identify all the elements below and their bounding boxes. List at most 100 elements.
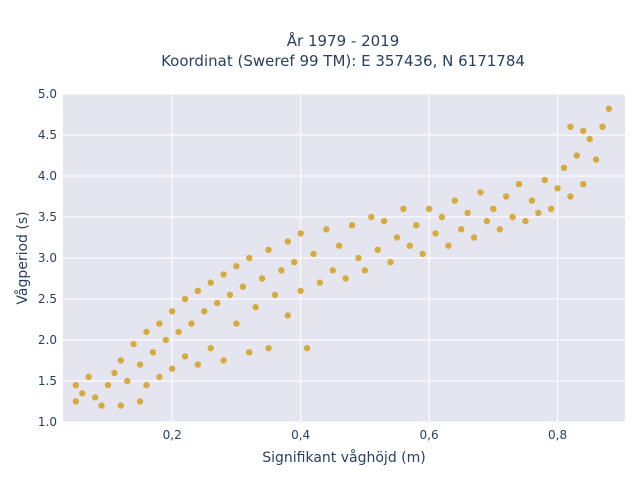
- scatter-point: [220, 357, 227, 364]
- scatter-point: [233, 320, 240, 327]
- scatter-point: [233, 263, 240, 270]
- scatter-point: [477, 189, 484, 196]
- scatter-point: [348, 222, 356, 229]
- scatter-point: [380, 217, 388, 225]
- scatter-point: [393, 234, 401, 241]
- scatter-point: [258, 275, 266, 282]
- scatter-point: [458, 226, 465, 233]
- y-tick-label: 1.0: [38, 415, 57, 429]
- scatter-point: [284, 238, 291, 245]
- scatter-point: [355, 254, 362, 262]
- scatter-point: [361, 267, 369, 274]
- scatter-point: [168, 365, 176, 372]
- scatter-point: [271, 291, 279, 299]
- scatter-point: [374, 246, 381, 253]
- scatter-point: [464, 209, 471, 217]
- scatter-point: [502, 193, 510, 200]
- scatter-point: [162, 336, 169, 344]
- scatter-point: [329, 267, 336, 274]
- scatter-point: [342, 275, 349, 282]
- scatter-point: [451, 197, 458, 204]
- scatter-point: [297, 230, 304, 237]
- scatter-point: [419, 250, 426, 258]
- scatter-point: [496, 226, 503, 233]
- scatter-point: [252, 304, 259, 311]
- scatter-point: [246, 349, 253, 356]
- scatter-point: [310, 250, 317, 258]
- y-axis-label: Vågperiod (s): [14, 211, 31, 304]
- x-axis-label: Signifikant våghöjd (m): [262, 449, 425, 466]
- scatter-point: [181, 295, 189, 303]
- scatter-point: [586, 135, 593, 143]
- y-tick-labels: 1.0 1.5 2.0 2.5 3.0 3.5 4.0 4.5 5.0: [38, 87, 57, 429]
- scatter-point: [547, 205, 555, 212]
- scatter-point: [297, 287, 304, 294]
- y-tick-label: 4.0: [38, 169, 57, 183]
- y-tick-label: 4.5: [38, 128, 57, 142]
- scatter-point: [406, 242, 414, 249]
- scatter-point: [316, 279, 324, 286]
- scatter-point: [528, 197, 536, 204]
- scatter-point: [79, 390, 86, 397]
- scatter-point: [220, 271, 227, 278]
- y-tick-label: 2.5: [38, 292, 57, 306]
- scatter-point: [136, 361, 144, 368]
- y-tick-label: 3.5: [38, 210, 57, 224]
- scatter-point: [573, 152, 581, 159]
- scatter-point: [265, 345, 272, 352]
- scatter-point: [425, 205, 433, 212]
- scatter-point: [111, 369, 118, 376]
- scatter-point: [387, 258, 394, 266]
- y-tick-label: 2.0: [38, 333, 57, 347]
- scatter-point: [168, 308, 176, 315]
- scatter-point: [535, 209, 542, 217]
- scatter-point: [194, 287, 202, 294]
- scatter-point: [432, 230, 439, 237]
- scatter-point: [226, 291, 234, 299]
- scatter-point: [554, 185, 561, 192]
- scatter-point: [91, 394, 99, 401]
- scatter-point: [515, 181, 523, 188]
- scatter-point: [85, 373, 92, 381]
- scatter-point: [278, 267, 285, 274]
- chart-title-line-2: Koordinat (Sweref 99 TM): E 357436, N 61…: [161, 52, 525, 70]
- scatter-point: [117, 402, 125, 409]
- scatter-point: [335, 242, 343, 249]
- scatter-point: [400, 205, 407, 212]
- x-tick-labels: 0,2 0,4 0,6 0,8: [163, 428, 567, 442]
- scatter-point: [72, 381, 80, 389]
- scatter-point: [175, 328, 182, 335]
- scatter-point: [143, 328, 150, 335]
- scatter-point: [291, 258, 298, 266]
- scatter-point: [580, 181, 587, 188]
- scatter-point: [117, 357, 125, 364]
- scatter-point: [207, 279, 214, 286]
- scatter-point: [149, 349, 157, 356]
- y-tick-label: 5.0: [38, 87, 57, 101]
- x-tick-label: 0,8: [548, 428, 567, 442]
- scatter-point: [104, 381, 112, 389]
- scatter-point: [470, 234, 478, 241]
- scatter-point: [592, 156, 600, 163]
- scatter-point: [239, 283, 247, 290]
- scatter-point: [265, 246, 272, 253]
- scatter-point: [599, 123, 606, 130]
- scatter-point: [143, 381, 150, 389]
- scatter-point: [188, 320, 195, 327]
- scatter-point: [413, 222, 420, 229]
- scatter-point: [567, 123, 574, 130]
- scatter-point: [136, 398, 144, 405]
- y-tick-label: 1.5: [38, 374, 57, 388]
- scatter-point: [130, 340, 137, 348]
- scatter-point: [156, 373, 163, 381]
- scatter-point: [605, 105, 613, 112]
- scatter-point: [541, 176, 548, 184]
- scatter-points: [72, 105, 613, 409]
- scatter-point: [560, 164, 568, 171]
- scatter-point: [98, 402, 105, 409]
- scatter-point: [567, 193, 574, 200]
- scatter-point: [124, 377, 131, 385]
- scatter-point: [323, 226, 330, 233]
- x-tick-label: 0,2: [163, 428, 182, 442]
